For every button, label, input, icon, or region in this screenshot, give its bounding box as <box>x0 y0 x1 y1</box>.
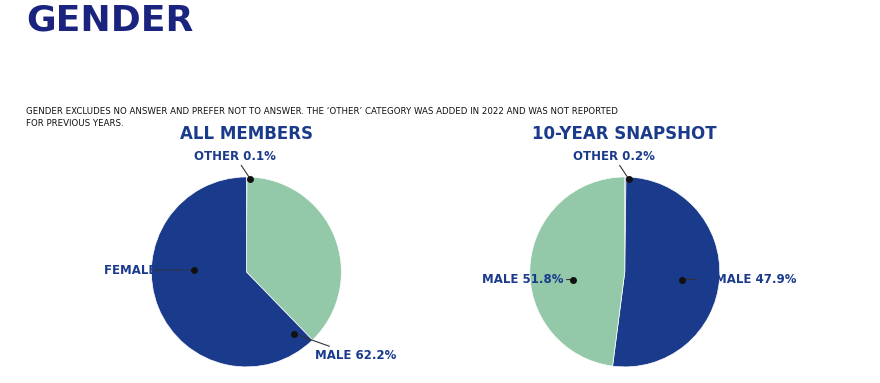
Text: MALE 51.8%: MALE 51.8% <box>482 273 573 286</box>
Wedge shape <box>612 177 720 367</box>
Text: GENDER: GENDER <box>26 4 194 38</box>
Wedge shape <box>530 177 625 366</box>
Text: OTHER 0.2%: OTHER 0.2% <box>573 149 655 179</box>
Text: MALE 62.2%: MALE 62.2% <box>294 334 396 362</box>
Text: FEMALE 37.6%: FEMALE 37.6% <box>104 264 202 277</box>
Text: OTHER 0.1%: OTHER 0.1% <box>194 149 276 179</box>
Text: FEMALE 47.9%: FEMALE 47.9% <box>682 273 796 286</box>
Title: ALL MEMBERS: ALL MEMBERS <box>180 125 313 143</box>
Title: 10-YEAR SNAPSHOT: 10-YEAR SNAPSHOT <box>532 125 717 143</box>
Wedge shape <box>246 177 341 340</box>
Text: GENDER EXCLUDES NO ANSWER AND PREFER NOT TO ANSWER. THE ‘OTHER’ CATEGORY WAS ADD: GENDER EXCLUDES NO ANSWER AND PREFER NOT… <box>26 107 619 128</box>
Wedge shape <box>625 177 626 272</box>
Wedge shape <box>151 177 312 367</box>
